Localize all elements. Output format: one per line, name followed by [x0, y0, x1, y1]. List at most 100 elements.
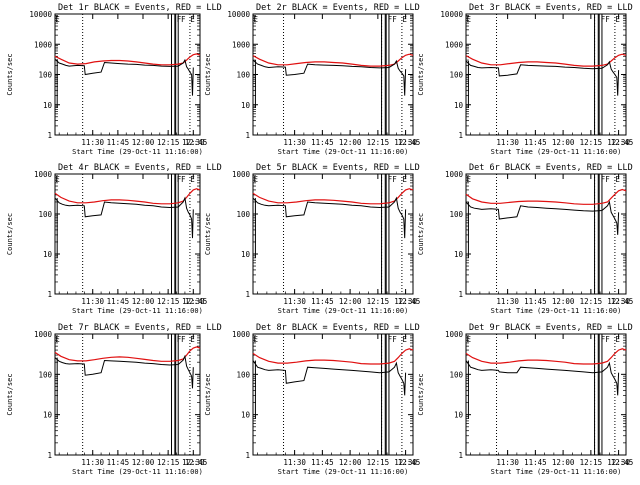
x-tick-label: 12:45	[611, 297, 634, 306]
y-tick-label: 100	[38, 210, 52, 219]
x-axis-label: Start Time (29-Oct-11 11:16:00)	[491, 148, 622, 156]
y-axis-label: Counts/sec	[204, 213, 212, 255]
y-tick-label: 1	[47, 131, 52, 140]
event-marker-label: E	[190, 15, 195, 24]
y-tick-label: 10000	[440, 10, 463, 19]
event-marker-label: E	[615, 15, 620, 24]
y-tick-label: 10000	[227, 10, 250, 19]
x-tick-label: 12:45	[398, 297, 421, 306]
plot-frame	[252, 333, 414, 456]
y-axis-label: Counts/sec	[6, 373, 14, 415]
event-marker-label: F	[392, 335, 397, 344]
event-marker-label: F	[388, 335, 393, 344]
chart-title: Det 6r BLACK = Events, RED = LLD	[469, 163, 633, 173]
y-tick-label: 10	[241, 250, 251, 259]
event-marker-label: E	[55, 15, 60, 24]
event-marker-label: F	[392, 15, 397, 24]
x-tick-label: 12:45	[185, 458, 208, 467]
x-tick-label: 11:30	[496, 138, 519, 147]
event-marker-label: E	[254, 175, 259, 184]
y-tick-label: 1000	[34, 330, 53, 339]
y-tick-label: 10	[454, 250, 464, 259]
chart-panel-8: Det 8r BLACK = Events, RED = LLD 1 10 100 10…	[204, 323, 420, 476]
event-marker-label: E	[467, 15, 472, 24]
y-tick-label: 10	[454, 411, 464, 420]
chart-panel-7: Det 7r BLACK = Events, RED = LLD 1 10 100 10…	[6, 323, 222, 476]
y-tick-label: 1000	[232, 170, 251, 179]
series-line-lld	[465, 188, 627, 205]
x-tick-label: 11:45	[311, 138, 334, 147]
series-line-events	[252, 360, 407, 396]
chart-title: Det 1r BLACK = Events, RED = LLD	[58, 3, 222, 13]
x-tick-label: 12:15	[157, 458, 180, 467]
x-tick-label: 12:00	[552, 458, 575, 467]
x-tick-label: 12:15	[157, 297, 180, 306]
event-marker-label: F	[181, 335, 186, 344]
series-line-events	[54, 354, 194, 389]
x-axis-label: Start Time (29-Oct-11 11:16:00)	[72, 148, 203, 156]
x-tick-label: 12:45	[398, 138, 421, 147]
event-marker-label: F	[181, 175, 186, 184]
y-tick-label: 1	[245, 451, 250, 460]
event-marker-label: E	[402, 335, 407, 344]
event-marker-label: F	[605, 15, 610, 24]
x-tick-label: 12:30	[182, 138, 205, 147]
x-tick-label: 12:45	[185, 138, 208, 147]
y-tick-label: 1	[458, 451, 463, 460]
x-axis-label: Start Time (29-Oct-11 11:16:00)	[491, 307, 622, 315]
event-marker-label: F	[392, 175, 397, 184]
y-tick-label: 10	[43, 411, 53, 420]
event-marker-label: E	[615, 335, 620, 344]
x-tick-label: 11:45	[311, 458, 334, 467]
y-tick-label: 1	[245, 290, 250, 299]
y-tick-label: 100	[236, 210, 250, 219]
x-tick-label: 11:45	[107, 138, 130, 147]
x-axis-label: Start Time (29-Oct-11 11:16:00)	[278, 468, 409, 476]
y-tick-label: 100	[236, 71, 250, 80]
y-tick-label: 100	[236, 370, 250, 379]
x-tick-label: 11:45	[524, 138, 547, 147]
event-marker-label: F	[177, 335, 182, 344]
chart-title: Det 5r BLACK = Events, RED = LLD	[256, 163, 420, 173]
y-tick-label: 10	[241, 411, 251, 420]
event-marker-label: F	[177, 15, 182, 24]
event-marker-label: E	[254, 335, 259, 344]
plot-frame	[465, 333, 627, 456]
series-line-lld	[252, 53, 414, 67]
y-tick-label: 10000	[29, 10, 52, 19]
x-axis-label: Start Time (29-Oct-11 11:16:00)	[72, 307, 203, 315]
x-tick-label: 12:30	[607, 297, 630, 306]
x-tick-label: 11:30	[496, 458, 519, 467]
chart-panel-6: Det 6r BLACK = Events, RED = LLD 1 10 100 10…	[417, 163, 633, 315]
series-line-lld	[54, 188, 201, 205]
chart-title: Det 7r BLACK = Events, RED = LLD	[58, 323, 222, 333]
chart-panel-1: Det 1r BLACK = Events, RED = LLD 1 10 100 10…	[6, 3, 222, 156]
y-axis-label: Counts/sec	[204, 53, 212, 95]
series-line-events	[465, 200, 620, 235]
x-tick-label: 12:30	[607, 458, 630, 467]
event-marker-label: F	[177, 175, 182, 184]
y-tick-label: 1000	[445, 40, 464, 49]
x-tick-label: 12:30	[394, 138, 417, 147]
y-tick-label: 100	[449, 210, 463, 219]
series-line-events	[465, 60, 620, 96]
event-marker-label: F	[181, 15, 186, 24]
x-tick-label: 12:30	[182, 458, 205, 467]
event-marker-label: F	[605, 175, 610, 184]
chart-panel-3: Det 3r BLACK = Events, RED = LLD 1 10 100 10…	[417, 3, 633, 156]
plot-frame	[252, 173, 414, 295]
x-tick-label: 11:30	[81, 138, 104, 147]
series-line-lld	[252, 348, 414, 365]
y-tick-label: 10	[241, 101, 251, 110]
x-tick-label: 11:30	[81, 297, 104, 306]
chart-panel-2: Det 2r BLACK = Events, RED = LLD 1 10 100 10…	[204, 3, 420, 156]
x-tick-label: 12:00	[552, 138, 575, 147]
event-marker-label: E	[190, 175, 195, 184]
x-tick-label: 12:15	[157, 138, 180, 147]
y-tick-label: 1000	[232, 40, 251, 49]
event-marker-label: F	[601, 175, 606, 184]
event-marker-label: E	[55, 175, 60, 184]
x-tick-label: 12:00	[132, 458, 155, 467]
x-tick-label: 11:30	[283, 297, 306, 306]
